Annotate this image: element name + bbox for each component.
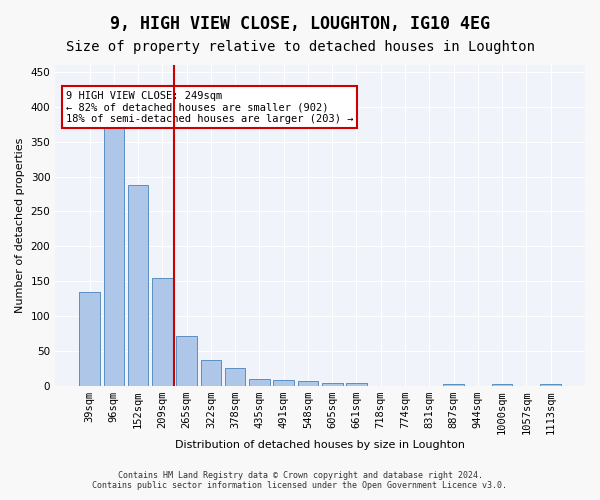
Bar <box>152 278 173 386</box>
Bar <box>249 379 270 386</box>
Bar <box>322 383 343 386</box>
Text: 9, HIGH VIEW CLOSE, LOUGHTON, IG10 4EG: 9, HIGH VIEW CLOSE, LOUGHTON, IG10 4EG <box>110 15 490 33</box>
Bar <box>79 292 100 386</box>
Bar <box>492 384 512 386</box>
Text: 9 HIGH VIEW CLOSE: 249sqm
← 82% of detached houses are smaller (902)
18% of semi: 9 HIGH VIEW CLOSE: 249sqm ← 82% of detac… <box>66 90 353 124</box>
Bar <box>225 368 245 386</box>
Bar <box>540 384 561 386</box>
Text: Size of property relative to detached houses in Loughton: Size of property relative to detached ho… <box>65 40 535 54</box>
X-axis label: Distribution of detached houses by size in Loughton: Distribution of detached houses by size … <box>175 440 465 450</box>
Bar <box>104 128 124 386</box>
Bar <box>128 185 148 386</box>
Text: Contains HM Land Registry data © Crown copyright and database right 2024.
Contai: Contains HM Land Registry data © Crown c… <box>92 470 508 490</box>
Y-axis label: Number of detached properties: Number of detached properties <box>15 138 25 313</box>
Bar <box>200 360 221 386</box>
Bar <box>274 380 294 386</box>
Bar <box>176 336 197 386</box>
Bar <box>346 383 367 386</box>
Bar <box>298 381 318 386</box>
Bar <box>443 384 464 386</box>
